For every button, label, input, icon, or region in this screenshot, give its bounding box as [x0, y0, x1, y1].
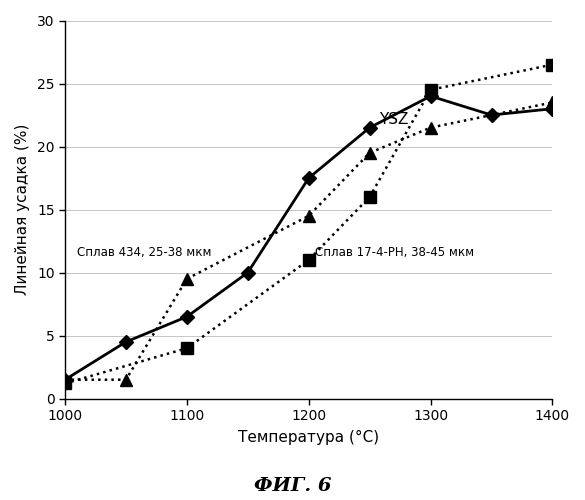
- Text: Сплав 17-4-РН, 38-45 мкм: Сплав 17-4-РН, 38-45 мкм: [315, 246, 474, 259]
- Text: YSZ: YSZ: [380, 112, 409, 127]
- Y-axis label: Линейная усадка (%): Линейная усадка (%): [15, 124, 30, 295]
- Text: Сплав 434, 25-38 мкм: Сплав 434, 25-38 мкм: [77, 246, 212, 259]
- Text: ФИГ. 6: ФИГ. 6: [254, 477, 331, 495]
- X-axis label: Температура (°C): Температура (°C): [238, 430, 379, 445]
